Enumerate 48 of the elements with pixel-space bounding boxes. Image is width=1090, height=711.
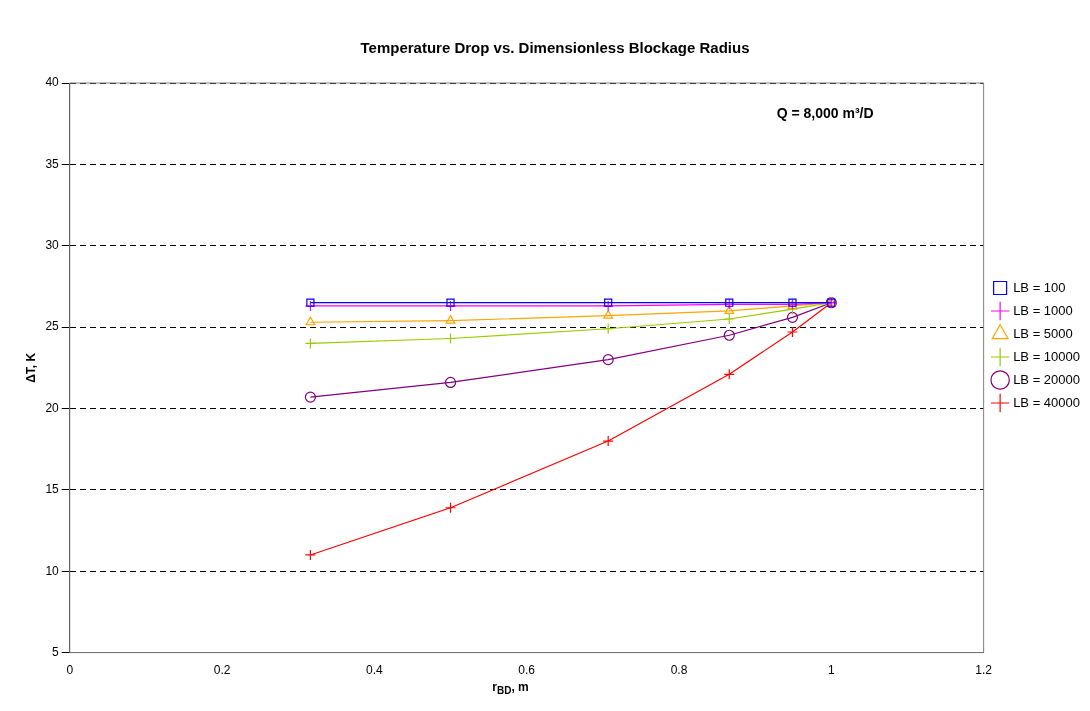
y-tick-label: 40 bbox=[45, 75, 60, 90]
point bbox=[603, 310, 614, 319]
point bbox=[304, 300, 316, 312]
point bbox=[786, 326, 799, 338]
point bbox=[444, 332, 457, 345]
x-tick-label: 0.2 bbox=[213, 663, 231, 678]
point bbox=[602, 323, 614, 335]
point bbox=[304, 391, 316, 403]
point bbox=[602, 354, 614, 366]
point bbox=[602, 300, 614, 312]
x-tick-label: 0.6 bbox=[518, 663, 536, 678]
x-tick-label: 0.4 bbox=[366, 663, 384, 678]
point bbox=[446, 298, 455, 307]
x-tick-label: 0 bbox=[66, 663, 74, 678]
y-tick-label: 25 bbox=[45, 319, 60, 334]
legend-label: LB = 100 bbox=[1013, 279, 1066, 295]
legend-label: LB = 40000 bbox=[1013, 394, 1081, 410]
y-tick-label: 15 bbox=[45, 482, 60, 497]
point bbox=[724, 305, 735, 314]
point bbox=[723, 329, 735, 341]
point bbox=[306, 298, 315, 307]
point bbox=[304, 549, 316, 561]
point bbox=[723, 368, 735, 380]
point bbox=[786, 311, 799, 323]
point bbox=[444, 376, 457, 389]
chart-title: Temperature Drop vs. Dimensionless Blockage Radius bbox=[360, 39, 750, 57]
legend-label: LB = 10000 bbox=[1013, 348, 1081, 364]
x-tick-label: 0.8 bbox=[670, 663, 688, 678]
y-tick-label: 10 bbox=[45, 563, 60, 578]
y-tick-label: 20 bbox=[45, 400, 60, 415]
point bbox=[602, 435, 614, 447]
legend-label: LB = 5000 bbox=[1013, 325, 1073, 341]
legend-label: LB = 1000 bbox=[1013, 302, 1073, 318]
y-tick-label: 35 bbox=[45, 156, 60, 171]
legend-label: LB = 20000 bbox=[1013, 371, 1081, 387]
point bbox=[304, 337, 316, 349]
y-axis-title: ΔT, K bbox=[23, 352, 38, 383]
point bbox=[723, 313, 735, 325]
x-tick-label: 1 bbox=[827, 663, 835, 678]
point bbox=[445, 315, 456, 324]
annotation: Q = 8,000 m³/D bbox=[776, 105, 874, 121]
y-tick-label: 30 bbox=[45, 238, 60, 253]
x-axis-title: r$_{BD}$, m bbox=[491, 680, 530, 697]
y-tick-label: 5 bbox=[52, 644, 60, 659]
point bbox=[444, 502, 457, 514]
point bbox=[604, 298, 613, 307]
point bbox=[305, 316, 316, 326]
x-tick-label: 1.2 bbox=[975, 663, 993, 678]
